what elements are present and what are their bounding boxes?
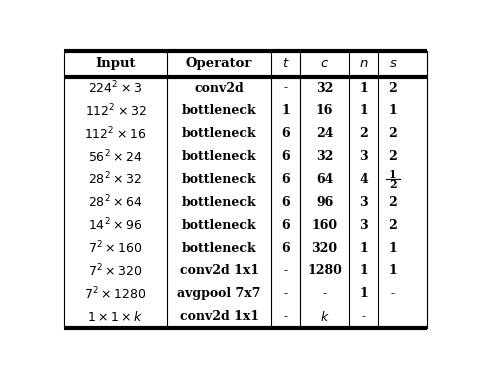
Text: $k$: $k$ <box>320 309 330 324</box>
Text: conv2d 1x1: conv2d 1x1 <box>180 310 259 323</box>
Text: 2: 2 <box>359 127 368 140</box>
Text: 1: 1 <box>359 82 368 94</box>
Text: 6: 6 <box>281 173 290 186</box>
Text: 2: 2 <box>388 219 397 232</box>
Text: Operator: Operator <box>186 57 252 70</box>
Text: 1: 1 <box>359 264 368 278</box>
Text: Input: Input <box>95 57 136 70</box>
Text: 32: 32 <box>316 150 333 163</box>
Text: $224^2 \times 3$: $224^2 \times 3$ <box>88 80 143 96</box>
Text: 6: 6 <box>281 242 290 255</box>
Text: $112^2 \times 16$: $112^2 \times 16$ <box>84 126 147 142</box>
Text: 6: 6 <box>281 196 290 209</box>
Text: -: - <box>391 287 395 300</box>
Text: -: - <box>284 264 287 278</box>
Text: $n$: $n$ <box>359 57 368 70</box>
Text: $14^2 \times 96$: $14^2 \times 96$ <box>88 217 143 234</box>
Text: -: - <box>284 287 287 300</box>
Text: 2: 2 <box>388 196 397 209</box>
Text: 2: 2 <box>389 179 397 190</box>
Text: -: - <box>362 310 366 323</box>
Text: 1: 1 <box>388 264 397 278</box>
Text: $28^2 \times 64$: $28^2 \times 64$ <box>88 194 143 211</box>
Text: bottleneck: bottleneck <box>182 173 256 186</box>
Text: 1: 1 <box>359 287 368 300</box>
Text: 96: 96 <box>316 196 333 209</box>
Text: bottleneck: bottleneck <box>182 242 256 255</box>
Text: 64: 64 <box>316 173 333 186</box>
Text: 6: 6 <box>281 150 290 163</box>
Text: $s$: $s$ <box>388 57 397 70</box>
Text: bottleneck: bottleneck <box>182 127 256 140</box>
Text: -: - <box>284 82 287 94</box>
Text: -: - <box>322 287 327 300</box>
Text: 4: 4 <box>359 173 368 186</box>
Text: 16: 16 <box>316 105 333 117</box>
Text: 24: 24 <box>316 127 333 140</box>
Text: bottleneck: bottleneck <box>182 150 256 163</box>
Text: $1 \times 1 \times k$: $1 \times 1 \times k$ <box>87 309 144 324</box>
Text: 6: 6 <box>281 127 290 140</box>
Text: $7^2 \times 1280$: $7^2 \times 1280$ <box>84 285 147 302</box>
Text: 3: 3 <box>359 219 368 232</box>
Text: 1280: 1280 <box>307 264 342 278</box>
Text: -: - <box>284 310 287 323</box>
Text: 3: 3 <box>359 150 368 163</box>
Text: 1: 1 <box>359 242 368 255</box>
Text: conv2d: conv2d <box>194 82 244 94</box>
Text: $c$: $c$ <box>320 57 329 70</box>
Text: 1: 1 <box>389 169 397 180</box>
Text: bottleneck: bottleneck <box>182 219 256 232</box>
Text: $t$: $t$ <box>282 57 289 70</box>
Text: $7^2 \times 320$: $7^2 \times 320$ <box>88 262 143 279</box>
Text: avgpool 7x7: avgpool 7x7 <box>177 287 261 300</box>
Text: conv2d 1x1: conv2d 1x1 <box>180 264 259 278</box>
Text: 3: 3 <box>359 196 368 209</box>
Text: $7^2 \times 160$: $7^2 \times 160$ <box>88 240 143 256</box>
Text: bottleneck: bottleneck <box>182 196 256 209</box>
Text: 1: 1 <box>388 242 397 255</box>
Text: 2: 2 <box>388 82 397 94</box>
Text: $28^2 \times 32$: $28^2 \times 32$ <box>89 171 142 188</box>
Text: 32: 32 <box>316 82 333 94</box>
Text: 320: 320 <box>311 242 338 255</box>
Text: $56^2 \times 24$: $56^2 \times 24$ <box>88 148 143 165</box>
Text: 1: 1 <box>388 105 397 117</box>
Text: 6: 6 <box>281 219 290 232</box>
Text: $112^2 \times 32$: $112^2 \times 32$ <box>84 103 147 119</box>
Text: 160: 160 <box>311 219 338 232</box>
Text: bottleneck: bottleneck <box>182 105 256 117</box>
Text: 1: 1 <box>281 105 290 117</box>
Text: 1: 1 <box>359 105 368 117</box>
Text: 2: 2 <box>388 127 397 140</box>
Text: 2: 2 <box>388 150 397 163</box>
